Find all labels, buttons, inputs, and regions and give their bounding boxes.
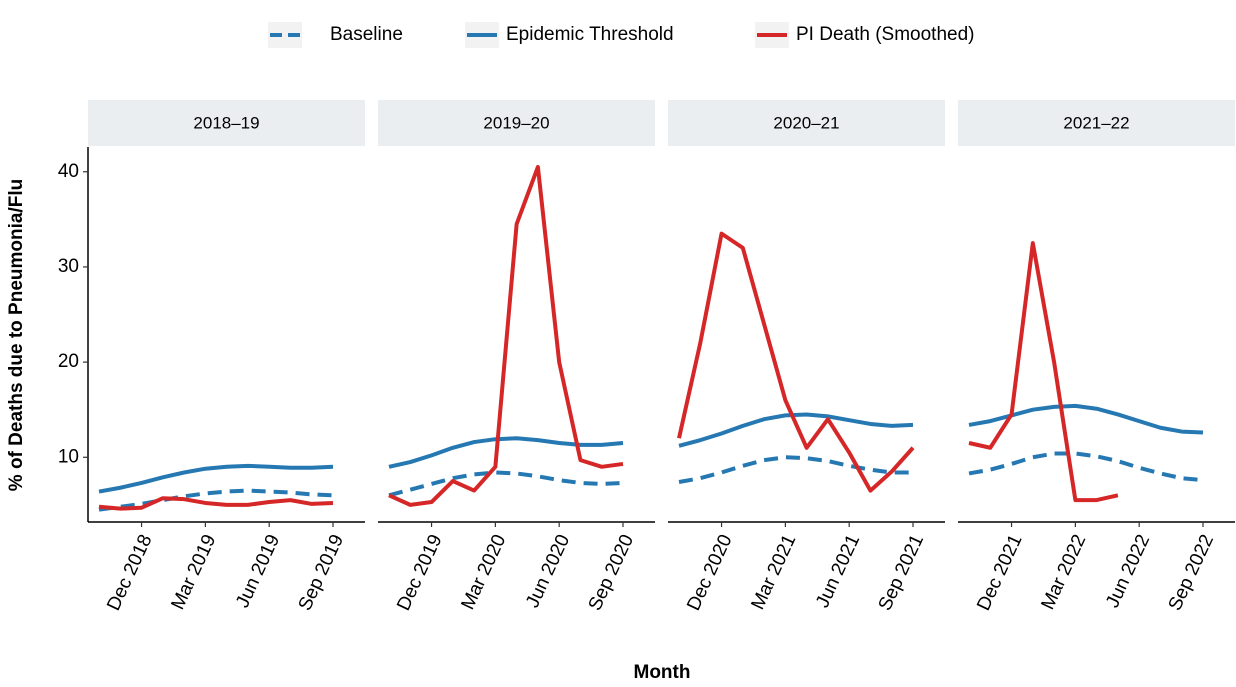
x-tick-label: Mar 2021 [747,531,800,613]
series-line [678,455,913,484]
series-line [677,231,915,493]
y-tick-label: 40 [58,161,79,182]
series-line [98,488,334,512]
x-tick-label: Jun 2022 [1102,531,1154,611]
x-tick-label: Sep 2021 [875,531,928,614]
y-tick-label: 20 [58,351,79,372]
series-line [98,496,334,511]
x-tick-label: Jun 2019 [232,531,284,611]
x-tick-label: Dec 2021 [973,531,1026,614]
x-tick-label: Mar 2022 [1037,531,1090,613]
x-tick-label: Sep 2019 [295,531,348,614]
y-axis-title: % of Deaths due to Pneumonia/Flu [6,179,27,491]
x-axis-title: Month [634,662,691,683]
legend-label: PI Death (Smoothed) [796,24,974,45]
x-tick-label: Jun 2020 [522,531,574,611]
x-tick-label: Dec 2019 [393,531,446,614]
series-line [388,470,624,498]
series-line [968,241,1119,503]
facet-title: 2019–20 [483,113,549,132]
facet-title: 2018–19 [193,113,259,132]
y-tick-label: 30 [58,256,79,277]
x-tick-label: Sep 2020 [585,531,638,614]
facet-strip [378,100,655,146]
y-tick-label: 10 [58,446,79,467]
facet-strip [668,100,945,146]
series-line [678,412,914,448]
x-tick-label: Dec 2020 [683,531,736,614]
series-line [968,451,1204,483]
series-line [98,463,334,494]
x-tick-label: Jun 2021 [812,531,864,611]
facet-title: 2021–22 [1063,113,1129,132]
legend-label: Baseline [330,24,403,45]
facet-strip [88,100,365,146]
facet-title: 2020–21 [773,113,839,132]
legend-label: Epidemic Threshold [506,24,674,45]
x-tick-label: Mar 2019 [167,531,220,613]
x-tick-label: Dec 2018 [103,531,156,614]
series-line [388,436,624,469]
x-tick-label: Sep 2022 [1165,531,1218,614]
x-tick-label: Mar 2020 [457,531,510,613]
series-line [388,164,624,507]
facet-strip [958,100,1235,146]
